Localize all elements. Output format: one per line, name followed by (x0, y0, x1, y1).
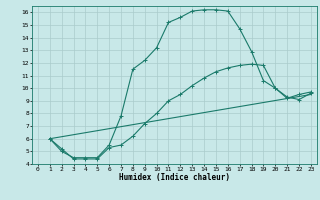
X-axis label: Humidex (Indice chaleur): Humidex (Indice chaleur) (119, 173, 230, 182)
